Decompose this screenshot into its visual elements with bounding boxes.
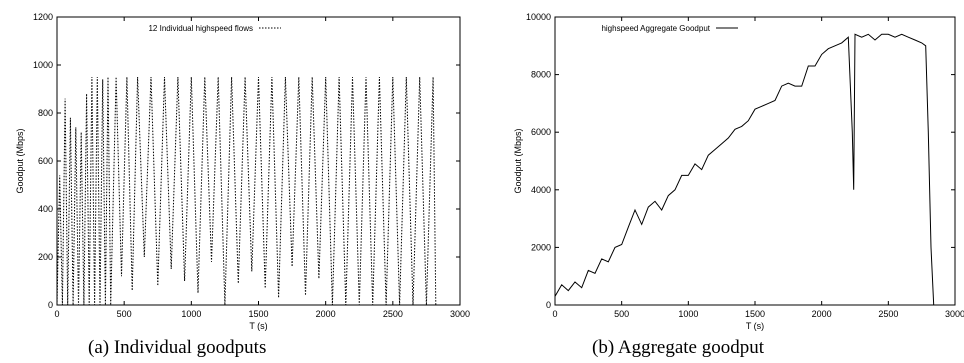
x-tick-label: 2500 (383, 309, 403, 319)
x-tick-label: 0 (54, 309, 59, 319)
chart-aggregate-goodput: 0 500 1000 1500 2000 2500 3000 0 2000 4000 6000 800… (494, 0, 964, 363)
x-tick-label: 3000 (450, 309, 470, 319)
x-tick-label: 2000 (812, 309, 832, 319)
x-tick-label: 2500 (878, 309, 898, 319)
x-tick-label: 1500 (745, 309, 765, 319)
x-tick-label: 2000 (316, 309, 336, 319)
plot-frame (56, 16, 461, 306)
y-tick-label: 200 (38, 252, 53, 262)
legend-label: 12 Individual highspeed flows (148, 24, 253, 33)
y-tick-label: 0 (546, 300, 551, 310)
plot-frame (554, 16, 956, 306)
x-tick-label: 3000 (945, 309, 964, 319)
chart-a-svg: 0 500 1000 1500 2000 2500 3000 0 200 400 600 800 100… (15, 12, 470, 331)
y-tick-label: 800 (38, 108, 53, 118)
y-tick-label: 1000 (33, 60, 53, 70)
y-tick-label: 10000 (526, 12, 551, 22)
chart-individual-goodputs: 0 500 1000 1500 2000 2500 3000 0 200 400 600 800 100… (0, 0, 470, 363)
y-tick-label: 0 (48, 300, 53, 310)
y-tick-label: 4000 (531, 185, 551, 195)
x-tick-label: 0 (552, 309, 557, 319)
chart-b-svg: 0 500 1000 1500 2000 2500 3000 0 2000 4000 6000 800… (513, 12, 964, 331)
y-tick-label: 2000 (531, 242, 551, 252)
x-tick-label: 500 (117, 309, 132, 319)
legend-label: highspeed Aggregate Goodput (601, 24, 710, 33)
y-axis-label: Goodput (Mbps) (15, 128, 25, 193)
series-line (554, 33, 935, 306)
caption-b: (b) Aggregate goodput (592, 337, 765, 358)
x-axis-label: T (s) (249, 321, 267, 331)
x-tick-label: 1500 (248, 309, 268, 319)
series-line (56, 76, 438, 306)
caption-a: (a) Individual goodputs (88, 337, 267, 358)
y-axis-label: Goodput (Mbps) (513, 128, 523, 193)
x-tick-label: 1000 (181, 309, 201, 319)
y-tick-label: 8000 (531, 70, 551, 80)
y-tick-label: 6000 (531, 127, 551, 137)
y-tick-label: 400 (38, 204, 53, 214)
y-tick-label: 600 (38, 156, 53, 166)
x-tick-label: 500 (614, 309, 629, 319)
x-axis-label: T (s) (746, 321, 764, 331)
x-tick-label: 1000 (678, 309, 698, 319)
y-tick-label: 1200 (33, 12, 53, 22)
